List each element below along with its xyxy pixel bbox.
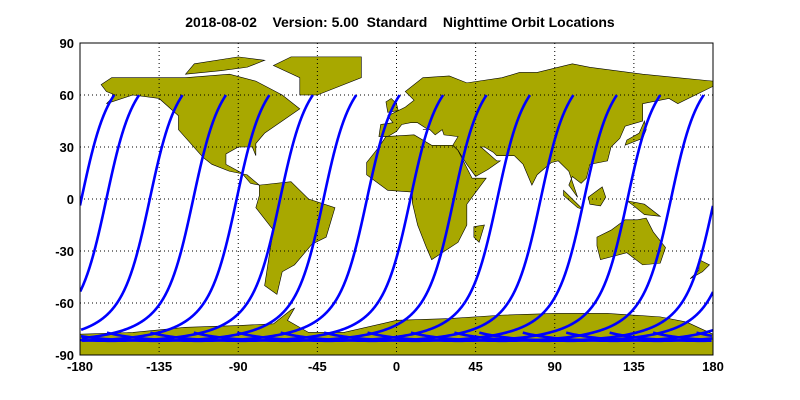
y-tick-label: -90 (55, 348, 74, 363)
orbit-track-4 (80, 94, 314, 343)
land-canadian-arctic (184, 56, 266, 75)
chart-title: 2018-08-02 Version: 5.00 Standard Nightt… (185, 14, 615, 30)
x-tick-label: 90 (548, 359, 562, 374)
orbit-track-6 (106, 94, 401, 343)
land-borneo (587, 186, 607, 207)
x-tick-label: 180 (702, 359, 724, 374)
plot-frame (79, 42, 714, 356)
orbit-track-0 (80, 94, 141, 293)
land-madagascar (473, 224, 485, 243)
orbit-track-14 (80, 94, 116, 206)
orbit-track-11 (323, 94, 618, 343)
orbit-track-5 (80, 94, 358, 343)
x-tick-label: -45 (308, 359, 327, 374)
orbit-track-8 (193, 94, 488, 343)
land-new-guinea (626, 200, 662, 217)
orbit-track-5 (696, 331, 713, 338)
orbit-track-7 (150, 94, 445, 343)
land-south-america (255, 181, 336, 295)
orbit-track-9 (236, 94, 532, 343)
orbit-track-14 (454, 205, 713, 343)
orbit-track-12 (367, 94, 662, 343)
y-tick-label: -60 (55, 296, 74, 311)
land-north-america (100, 73, 301, 186)
orbit-track-1 (80, 94, 184, 332)
x-tick-label: -135 (146, 359, 172, 374)
x-tick-label: -180 (67, 359, 93, 374)
land-sumatra (563, 189, 584, 210)
orbit-track-4 (652, 331, 711, 342)
orbit-track-10 (280, 94, 575, 343)
land-uk (385, 98, 399, 113)
y-tick-label: 0 (67, 192, 74, 207)
y-tick-label: 90 (60, 36, 74, 51)
land-eurasia (378, 63, 713, 198)
land-australia (596, 217, 666, 266)
orbit-track-3 (82, 94, 271, 342)
y-tick-label: 30 (60, 140, 74, 155)
y-tick-label: 60 (60, 88, 74, 103)
orbit-track-13 (410, 94, 705, 343)
x-tick-label: 0 (393, 359, 400, 374)
x-tick-label: -90 (229, 359, 248, 374)
x-tick-label: 45 (468, 359, 482, 374)
y-tick-label: -30 (55, 244, 74, 259)
x-tick-label: 135 (623, 359, 645, 374)
orbit-track-2 (81, 94, 228, 340)
